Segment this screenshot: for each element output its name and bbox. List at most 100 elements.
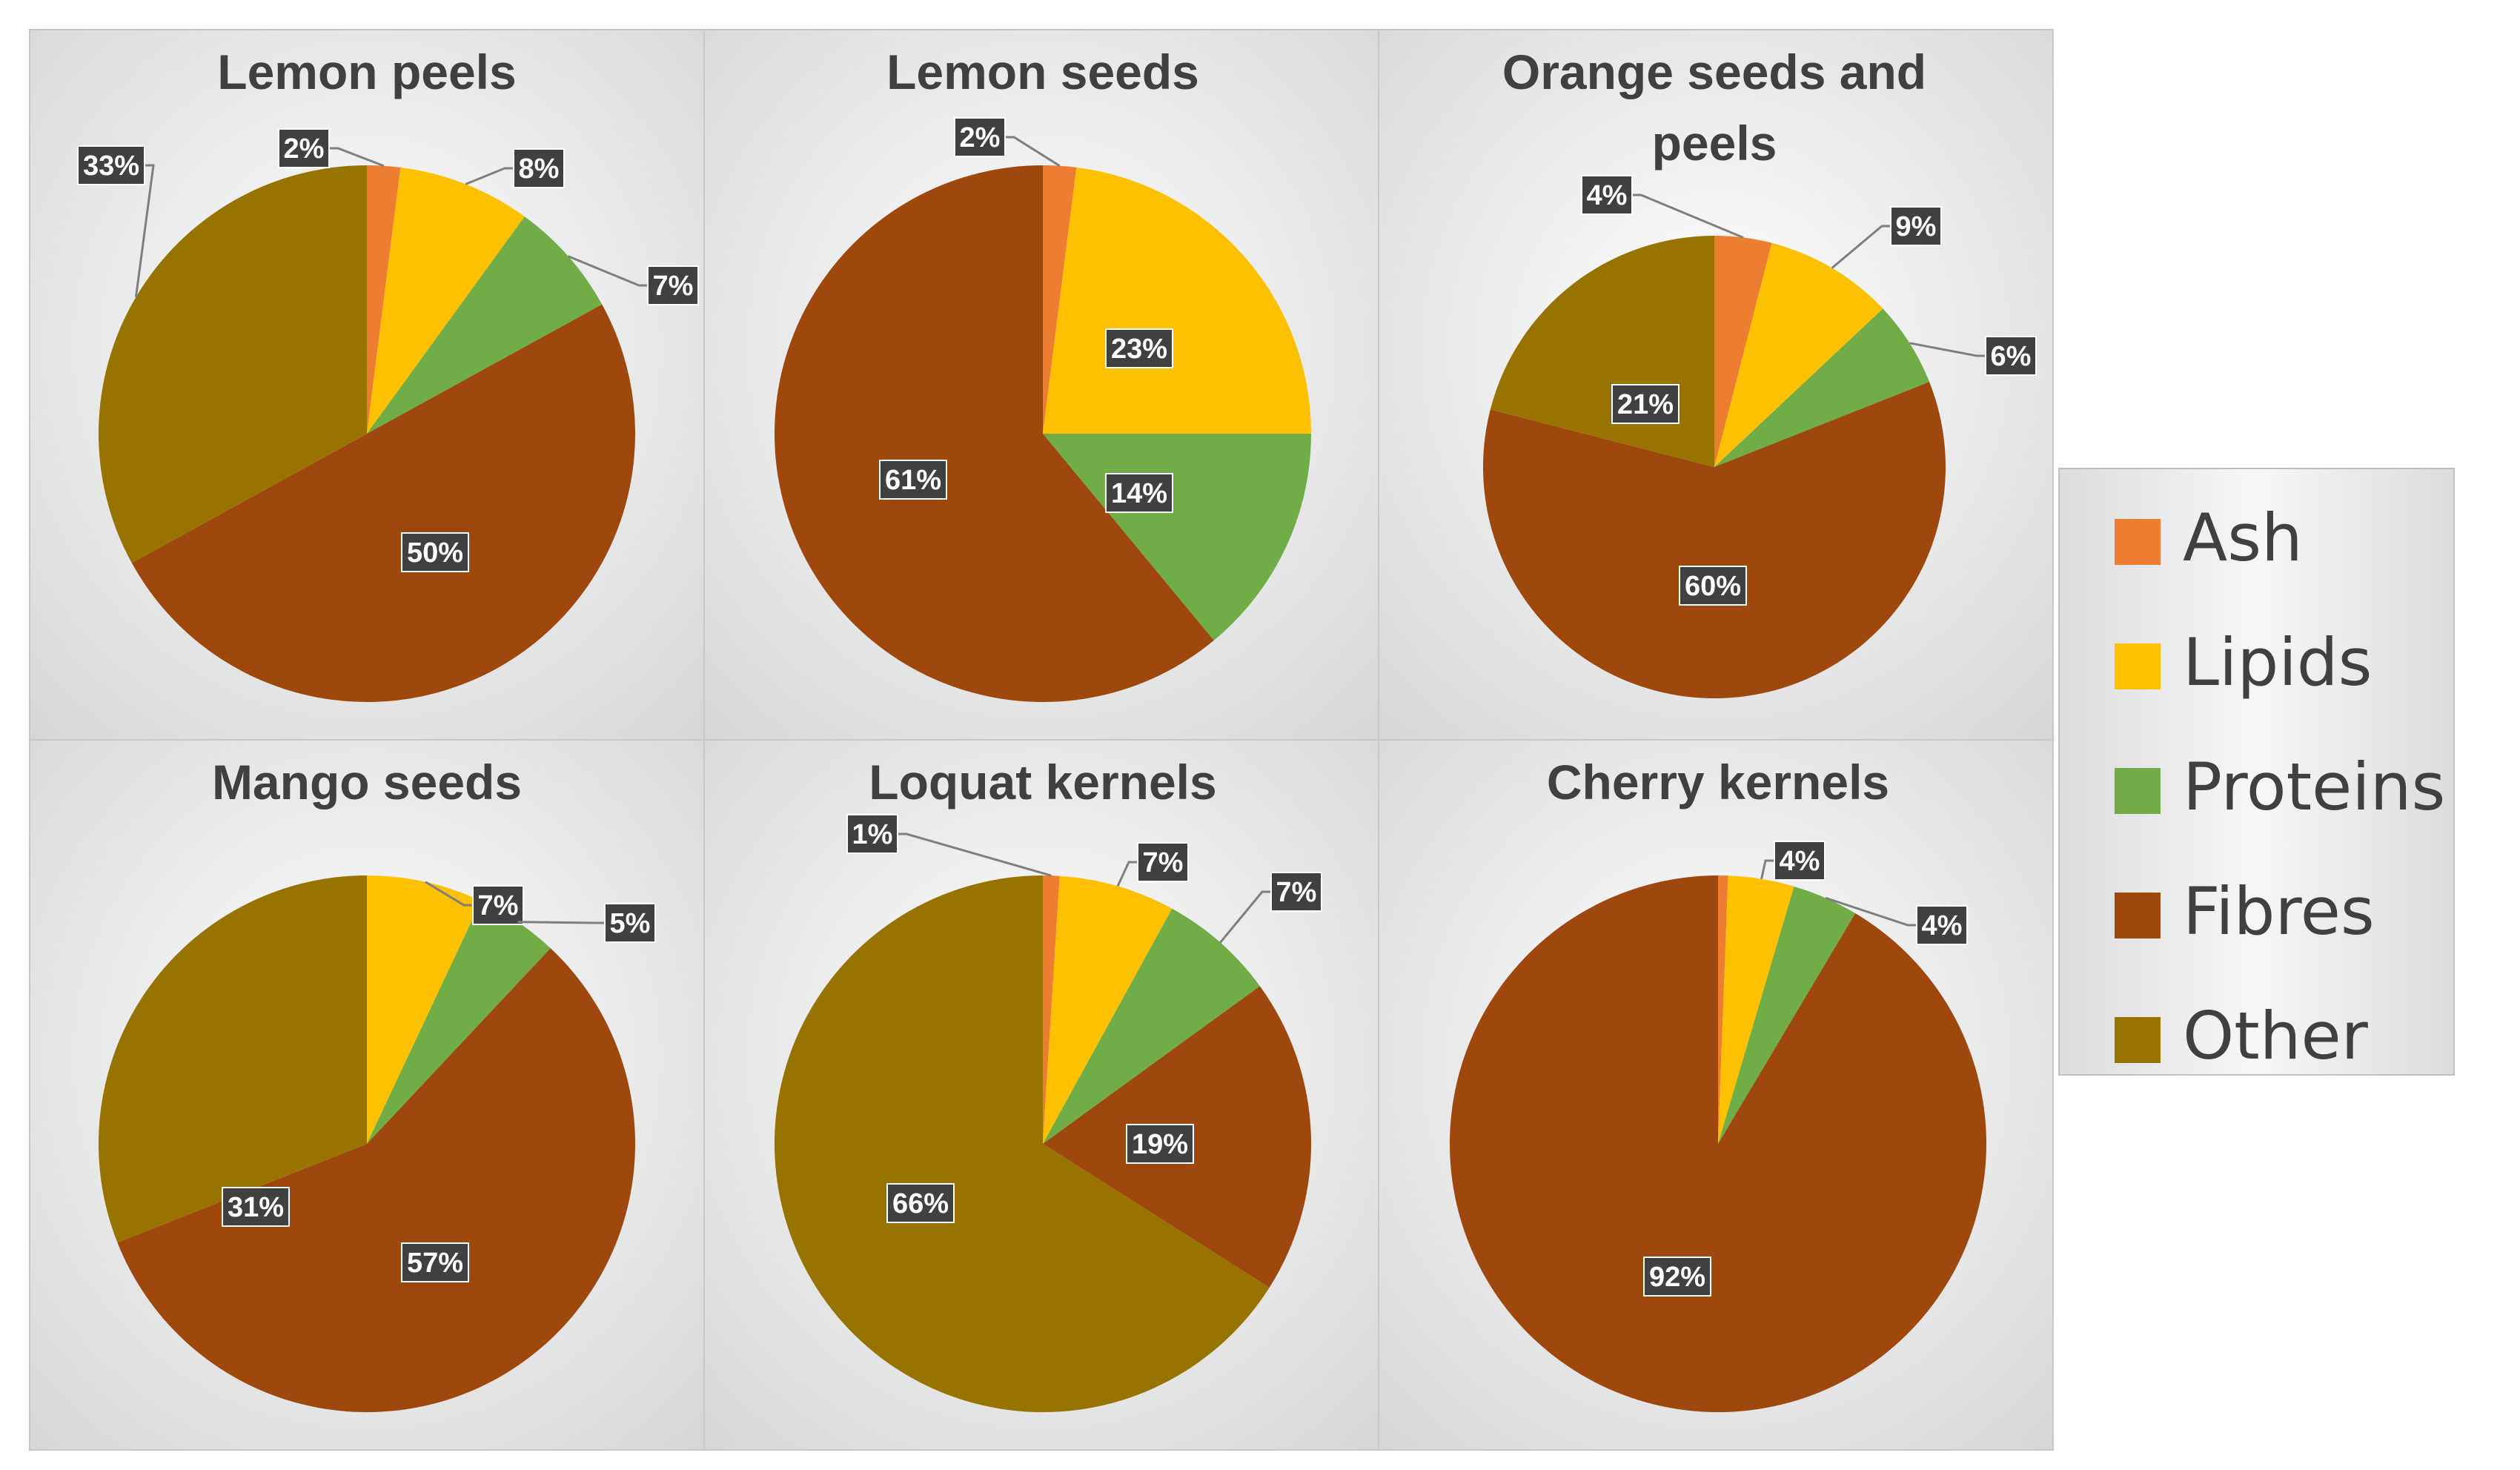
data-label-box	[1105, 328, 1173, 368]
slice-proteins	[367, 901, 551, 1144]
pie-panel-loquat-kernels: Loquat kernels 1% 7% 7% 19% 66%	[703, 739, 1379, 1451]
data-label-lipids: 7%	[478, 890, 519, 921]
slice-proteins	[1718, 886, 1856, 1144]
data-label-box	[1581, 175, 1633, 215]
slice-proteins	[1714, 308, 1930, 467]
data-label-proteins: 5%	[610, 908, 651, 939]
data-label-box	[1105, 473, 1173, 513]
data-label-lipids: 7%	[1143, 847, 1184, 878]
data-label-proteins: 7%	[1276, 877, 1317, 908]
data-label-proteins: 6%	[1991, 341, 2032, 372]
leader-line	[1909, 342, 1986, 357]
slice-ash	[1714, 236, 1772, 467]
data-label-box	[513, 148, 565, 188]
data-label-ash: 4%	[1587, 180, 1628, 211]
slice-fibres	[131, 304, 636, 702]
leader-line	[1219, 890, 1271, 944]
leader-line	[465, 167, 514, 185]
slice-lipids	[1714, 242, 1883, 467]
data-label-fibres: 60%	[1685, 571, 1741, 602]
slice-other	[775, 875, 1270, 1413]
legend-swatch-proteins	[2115, 768, 2161, 814]
legend-swatch-other	[2115, 1017, 2161, 1063]
slice-proteins	[1043, 908, 1260, 1144]
slice-ash	[1718, 875, 1728, 1144]
data-label-proteins: 7%	[653, 271, 694, 302]
slice-ash	[1043, 165, 1077, 434]
slice-fibres	[1483, 382, 1946, 698]
slice-other	[99, 875, 368, 1243]
data-label-other: 21%	[1617, 389, 1674, 420]
data-label-box	[846, 814, 898, 854]
leader-line	[517, 921, 605, 924]
data-label-lipids: 9%	[1896, 211, 1937, 242]
data-label-box	[77, 145, 145, 185]
data-label-other: 31%	[228, 1192, 284, 1223]
data-label-fibres: 57%	[407, 1248, 463, 1279]
data-label-box	[472, 885, 524, 925]
leader-line	[1116, 861, 1138, 887]
leader-line	[425, 881, 473, 907]
slice-lipids	[367, 167, 525, 434]
pie-panel-cherry-kernels: Cherry kernels 4% 4% 92%	[1378, 739, 2054, 1451]
leader-line	[1632, 193, 1744, 239]
leader-line	[329, 147, 385, 168]
slice-proteins	[367, 216, 603, 434]
data-label-box	[278, 128, 330, 168]
legend-label-ash: Ash	[2183, 500, 2303, 576]
data-label-box	[1890, 206, 1942, 246]
pie-title: Orange seeds and	[1502, 44, 1926, 99]
data-label-proteins: 4%	[1922, 910, 1963, 941]
leader-line	[134, 164, 155, 297]
data-label-box	[604, 903, 656, 943]
data-label-box	[647, 265, 699, 305]
legend-label-fibres: Fibres	[2183, 873, 2375, 950]
data-label-box	[879, 460, 947, 500]
pie-title: Lemon peels	[217, 44, 516, 99]
pie-title: Loquat kernels	[869, 755, 1216, 810]
slice-other	[98, 165, 368, 563]
data-label-box	[1679, 566, 1747, 606]
pie-title: Cherry kernels	[1547, 755, 1889, 810]
slice-ash	[367, 165, 401, 434]
data-label-box	[222, 1187, 290, 1227]
slice-lipids	[1718, 875, 1794, 1144]
data-label-fibres: 19%	[1132, 1129, 1188, 1160]
leader-line	[1760, 859, 1774, 880]
legend-label-other: Other	[2183, 998, 2369, 1074]
leader-line	[898, 832, 1052, 877]
data-label-box	[401, 532, 469, 572]
pie-panel-mango-seeds: Mango seeds 7% 5% 57% 31%	[29, 739, 705, 1451]
pie-title: Mango seeds	[212, 755, 522, 810]
slice-ash	[1043, 875, 1060, 1144]
data-label-box	[401, 1242, 469, 1282]
leader-line	[1831, 225, 1891, 269]
data-label-box	[954, 117, 1006, 157]
pie-panel-lemon-seeds: Lemon seeds 2% 23% 14% 61%	[703, 29, 1379, 741]
slice-lipids	[367, 875, 482, 1144]
data-label-lipids: 23%	[1111, 334, 1167, 365]
legend-label-lipids: Lipids	[2183, 624, 2373, 701]
data-label-lipids: 4%	[1780, 846, 1820, 877]
data-label-ash: 1%	[852, 819, 893, 850]
data-label-fibres: 61%	[885, 465, 941, 496]
pie-title: Lemon seeds	[886, 44, 1199, 99]
data-label-box	[1774, 841, 1826, 881]
legend-swatch-ash	[2115, 519, 2161, 565]
data-label-box	[1126, 1124, 1194, 1164]
pie-panel-orange-seeds-and-peels: Orange seeds and peels 4% 9% 6% 60% 21%	[1378, 29, 2054, 741]
slice-fibres	[1450, 875, 1987, 1413]
data-label-fibres: 92%	[1649, 1262, 1705, 1293]
data-label-box	[1916, 905, 1968, 945]
data-label-proteins: 14%	[1111, 478, 1167, 509]
data-label-other: 33%	[83, 150, 139, 182]
pie-title: peels	[1652, 116, 1777, 170]
legend-label-proteins: Proteins	[2183, 749, 2445, 825]
legend-swatch-fibres	[2115, 893, 2161, 938]
data-label-lipids: 8%	[519, 153, 560, 185]
legend: Ash Lipids Proteins Fibres Other	[2058, 468, 2455, 1076]
slice-fibres	[117, 948, 635, 1412]
slice-fibres	[775, 165, 1214, 702]
data-label-box	[1270, 872, 1322, 912]
